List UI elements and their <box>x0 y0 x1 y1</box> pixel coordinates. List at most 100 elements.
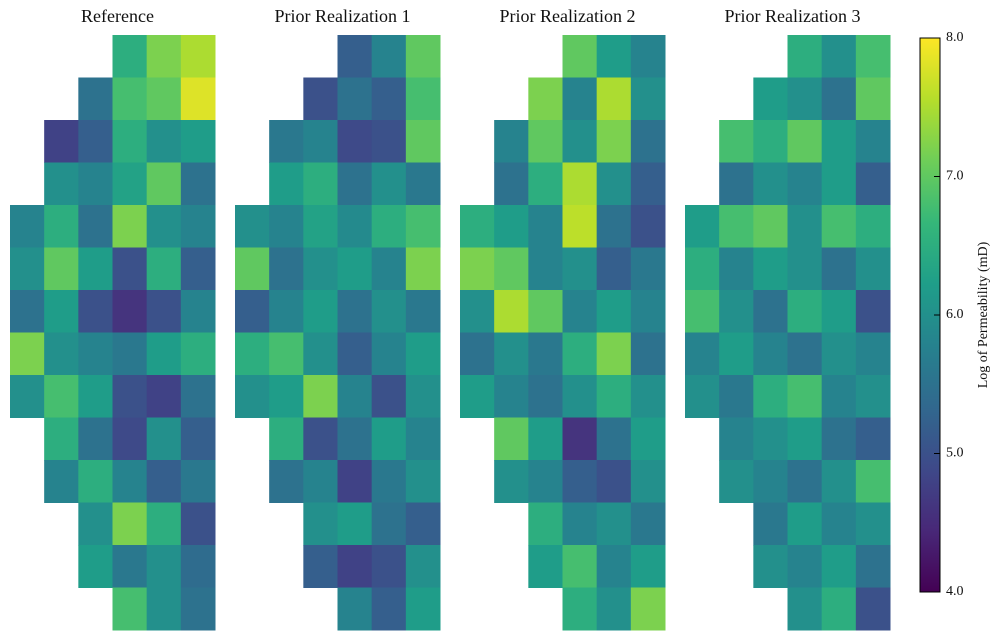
cell <box>180 205 216 248</box>
cell <box>528 120 563 163</box>
cell <box>787 205 823 248</box>
cell <box>753 502 788 546</box>
cell <box>405 162 441 206</box>
cell <box>494 375 529 418</box>
cell <box>371 545 407 588</box>
cell <box>10 247 45 291</box>
cell <box>821 35 857 78</box>
cell <box>405 460 441 503</box>
colorbar-tick-label: 8.0 <box>946 30 964 45</box>
cell <box>405 290 441 333</box>
cell <box>78 247 113 291</box>
cell <box>78 375 113 418</box>
cell <box>719 417 754 461</box>
cell <box>562 247 598 291</box>
cell <box>630 247 666 291</box>
cell <box>371 332 407 376</box>
cell <box>303 417 338 461</box>
cell <box>562 205 598 248</box>
cell <box>337 417 373 461</box>
panel-title: Prior Realization 3 <box>725 6 861 26</box>
cell <box>821 460 857 503</box>
cell <box>405 205 441 248</box>
cell <box>630 375 666 418</box>
cell <box>180 460 216 503</box>
cell <box>685 247 720 291</box>
cell <box>337 247 373 291</box>
panel-title: Prior Realization 1 <box>275 6 411 26</box>
cell <box>371 120 407 163</box>
cell <box>719 120 754 163</box>
cell <box>787 545 823 588</box>
cell <box>855 460 891 503</box>
cell <box>180 332 216 376</box>
cell <box>371 290 407 333</box>
cell <box>180 502 216 546</box>
cell <box>855 332 891 376</box>
cell <box>528 417 563 461</box>
cell <box>78 417 113 461</box>
cell <box>371 205 407 248</box>
cell <box>787 417 823 461</box>
cell <box>371 417 407 461</box>
cell <box>146 545 182 588</box>
cell <box>405 77 441 121</box>
cell <box>528 545 563 588</box>
cell <box>112 162 148 206</box>
cell <box>269 375 304 418</box>
cell <box>112 587 148 631</box>
cell <box>303 460 338 503</box>
cell <box>821 502 857 546</box>
cell <box>460 332 495 376</box>
cell <box>269 460 304 503</box>
cell <box>269 417 304 461</box>
cell <box>821 417 857 461</box>
cell <box>371 460 407 503</box>
cell <box>78 120 113 163</box>
cell <box>269 290 304 333</box>
cell <box>855 120 891 163</box>
cell <box>630 35 666 78</box>
cell <box>337 587 373 631</box>
cell <box>235 290 270 333</box>
cell <box>112 205 148 248</box>
cell <box>528 332 563 376</box>
cell <box>180 162 216 206</box>
cell <box>112 417 148 461</box>
cell <box>787 120 823 163</box>
cell <box>112 120 148 163</box>
cell <box>180 417 216 461</box>
cell <box>146 162 182 206</box>
cell <box>303 545 338 588</box>
cell <box>494 460 529 503</box>
cell <box>303 120 338 163</box>
cell <box>753 375 788 418</box>
cell <box>528 502 563 546</box>
cell <box>855 417 891 461</box>
cell <box>146 35 182 78</box>
cell <box>405 375 441 418</box>
cell <box>146 375 182 418</box>
cell <box>269 332 304 376</box>
cell <box>596 77 632 121</box>
cell <box>112 35 148 78</box>
cell <box>719 332 754 376</box>
cell <box>180 545 216 588</box>
cell <box>821 162 857 206</box>
cell <box>44 205 79 248</box>
cell <box>528 290 563 333</box>
cell <box>753 460 788 503</box>
cell <box>855 247 891 291</box>
panel-title: Reference <box>81 6 154 26</box>
cell <box>562 502 598 546</box>
cell <box>146 290 182 333</box>
cell <box>630 417 666 461</box>
cell <box>303 205 338 248</box>
cell <box>855 502 891 546</box>
cell <box>112 545 148 588</box>
cell <box>78 77 113 121</box>
cell <box>371 162 407 206</box>
cell <box>596 587 632 631</box>
cell <box>337 205 373 248</box>
cell <box>596 545 632 588</box>
